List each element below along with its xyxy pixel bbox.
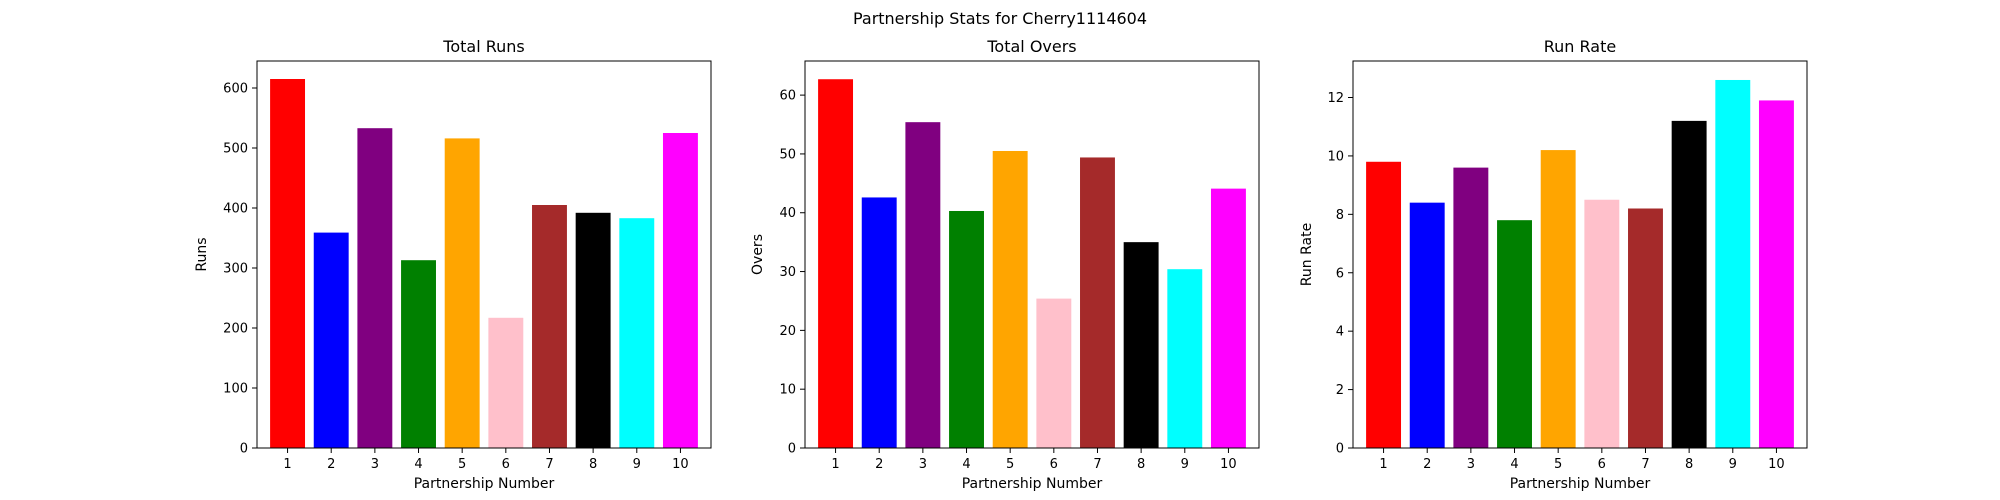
x-tick-label: 4 bbox=[962, 457, 970, 472]
bar-total-runs-3 bbox=[357, 128, 393, 448]
y-tick-label: 100 bbox=[223, 382, 248, 397]
x-tick-label: 6 bbox=[1598, 457, 1606, 472]
bar-run-rate-8 bbox=[1671, 120, 1707, 448]
bar-total-runs-2 bbox=[313, 232, 349, 448]
chart-title: Run Rate bbox=[1544, 37, 1616, 56]
bar-total-overs-2 bbox=[861, 197, 897, 448]
axes-frame bbox=[804, 60, 1260, 449]
x-tick-label: 3 bbox=[919, 457, 927, 472]
y-axis-label: Run Rate bbox=[1299, 223, 1315, 286]
x-tick-label: 3 bbox=[1467, 457, 1475, 472]
bar-total-overs-4 bbox=[949, 210, 984, 448]
bar-run-rate-2 bbox=[1409, 202, 1445, 448]
x-tick-label: 5 bbox=[458, 457, 466, 472]
bar-total-overs-3 bbox=[905, 122, 941, 449]
bar-total-runs-5 bbox=[444, 138, 480, 448]
bar-total-overs-7 bbox=[1080, 157, 1115, 448]
x-tick-label: 8 bbox=[589, 457, 597, 472]
x-tick-label: 3 bbox=[371, 457, 379, 472]
x-tick-label: 6 bbox=[1050, 457, 1058, 472]
x-tick-label: 5 bbox=[1554, 457, 1562, 472]
x-tick-label: 10 bbox=[1768, 457, 1785, 472]
y-tick-label: 2 bbox=[1336, 383, 1344, 398]
bar-total-overs-1 bbox=[818, 79, 854, 448]
bar-total-overs-6 bbox=[1036, 298, 1072, 448]
y-tick-label: 30 bbox=[779, 265, 796, 280]
bar-total-overs-10 bbox=[1210, 188, 1246, 448]
y-tick-label: 60 bbox=[779, 89, 796, 104]
bar-total-runs-10 bbox=[662, 133, 698, 448]
x-tick-label: 9 bbox=[1181, 457, 1189, 472]
y-tick-label: 8 bbox=[1336, 208, 1344, 223]
x-tick-label: 2 bbox=[1423, 457, 1431, 472]
chart-title: Total Overs bbox=[986, 37, 1076, 56]
bar-total-runs-9 bbox=[619, 218, 655, 448]
figure-suptitle: Partnership Stats for Cherry1114604 bbox=[853, 9, 1147, 28]
y-axis-label: Runs bbox=[194, 237, 210, 271]
bar-run-rate-3 bbox=[1453, 167, 1489, 449]
bar-total-overs-5 bbox=[992, 150, 1028, 449]
chart-title: Total Runs bbox=[442, 37, 524, 56]
bar-total-runs-4 bbox=[401, 260, 436, 448]
x-tick-label: 5 bbox=[1006, 457, 1014, 472]
bar-run-rate-6 bbox=[1584, 199, 1620, 448]
y-tick-label: 400 bbox=[223, 202, 248, 217]
x-axis-label: Partnership Number bbox=[414, 476, 555, 492]
y-tick-label: 6 bbox=[1336, 266, 1344, 281]
chart-total-overs: 1 2 3 4 5 6 7 8 9 10 0 10 20 30 40 50 60 Total Overs Partn… bbox=[750, 37, 1260, 492]
x-tick-label: 7 bbox=[1641, 457, 1649, 472]
bar-run-rate-9 bbox=[1715, 79, 1751, 448]
x-tick-label: 1 bbox=[1379, 457, 1387, 472]
y-tick-label: 0 bbox=[240, 442, 248, 457]
axes-frame bbox=[256, 60, 712, 449]
x-tick-label: 2 bbox=[327, 457, 335, 472]
bar-total-overs-8 bbox=[1123, 242, 1159, 448]
x-tick-label: 1 bbox=[831, 457, 839, 472]
x-tick-label: 4 bbox=[414, 457, 422, 472]
y-axis-label: Overs bbox=[750, 234, 766, 275]
x-axis-label: Partnership Number bbox=[962, 476, 1103, 492]
axes-frame bbox=[1352, 60, 1808, 449]
bar-run-rate-1 bbox=[1366, 161, 1402, 448]
y-tick-label: 40 bbox=[779, 206, 796, 221]
x-tick-label: 7 bbox=[545, 457, 553, 472]
y-tick-label: 200 bbox=[223, 322, 248, 337]
y-tick-label: 0 bbox=[788, 442, 796, 457]
x-tick-label: 6 bbox=[502, 457, 510, 472]
x-tick-label: 8 bbox=[1137, 457, 1145, 472]
bar-run-rate-4 bbox=[1497, 220, 1532, 448]
y-tick-label: 10 bbox=[1327, 149, 1344, 164]
bar-total-runs-8 bbox=[575, 212, 611, 448]
x-tick-label: 10 bbox=[672, 457, 689, 472]
x-tick-label: 8 bbox=[1685, 457, 1693, 472]
x-tick-label: 2 bbox=[875, 457, 883, 472]
x-tick-label: 4 bbox=[1510, 457, 1518, 472]
x-tick-label: 9 bbox=[633, 457, 641, 472]
bar-total-runs-7 bbox=[532, 205, 567, 448]
bar-run-rate-7 bbox=[1628, 208, 1663, 448]
y-tick-label: 0 bbox=[1336, 442, 1344, 457]
x-axis-label: Partnership Number bbox=[1510, 476, 1651, 492]
y-tick-label: 500 bbox=[223, 142, 248, 157]
y-tick-label: 50 bbox=[779, 147, 796, 162]
y-tick-label: 10 bbox=[779, 383, 796, 398]
x-tick-label: 10 bbox=[1220, 457, 1237, 472]
y-tick-label: 4 bbox=[1336, 325, 1344, 340]
x-tick-label: 1 bbox=[283, 457, 291, 472]
bar-total-overs-9 bbox=[1167, 269, 1203, 448]
x-tick-label: 9 bbox=[1729, 457, 1737, 472]
y-tick-label: 20 bbox=[779, 324, 796, 339]
y-tick-label: 12 bbox=[1327, 91, 1344, 106]
y-tick-label: 600 bbox=[223, 82, 248, 97]
y-tick-label: 300 bbox=[223, 262, 248, 277]
bar-total-runs-6 bbox=[488, 317, 524, 448]
bar-run-rate-10 bbox=[1758, 100, 1794, 449]
x-tick-label: 7 bbox=[1093, 457, 1101, 472]
bar-run-rate-5 bbox=[1540, 150, 1576, 448]
bar-total-runs-1 bbox=[270, 79, 306, 448]
